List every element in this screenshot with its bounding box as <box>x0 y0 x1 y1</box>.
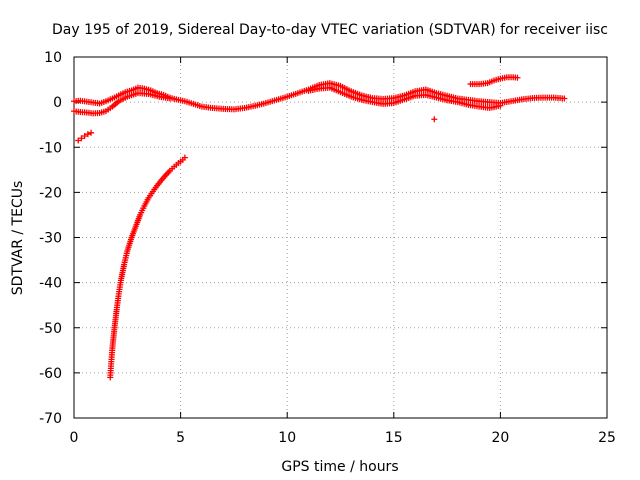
x-tick-label: 10 <box>278 430 296 446</box>
x-axis-label: GPS time / hours <box>281 459 398 475</box>
data-point-arc-short-early <box>81 132 88 139</box>
data-point-arc-short-early <box>78 135 85 142</box>
data-point-arc-late-high <box>514 74 521 81</box>
data-point-arc-steep-rise <box>181 154 188 161</box>
data-point-arc-short-early <box>88 129 95 136</box>
y-tick-label: 10 <box>44 50 62 66</box>
data-point-arc-short-early <box>84 131 91 138</box>
plot-frame <box>73 56 608 419</box>
y-tick-label: -60 <box>39 366 62 382</box>
data-point-arc-main-upper <box>561 95 568 102</box>
y-axis-label: SDTVAR / TECUs <box>10 181 26 296</box>
data-point-arc-main-lower <box>166 95 173 102</box>
y-tick-label: -50 <box>39 321 62 337</box>
x-tick-label: 0 <box>70 430 79 446</box>
y-tick-label: -10 <box>39 140 62 156</box>
y-tick-label: 0 <box>53 95 62 111</box>
axis-ticks <box>73 56 608 419</box>
y-tick-label: -30 <box>39 231 62 247</box>
y-tick-label: -40 <box>39 276 62 292</box>
x-tick-label: 5 <box>176 430 185 446</box>
y-tick-label: -70 <box>39 411 62 427</box>
x-tick-label: 25 <box>598 430 616 446</box>
data-point-arc-main-lower <box>497 102 504 109</box>
data-points <box>71 74 568 381</box>
data-point-arc-short-early <box>75 137 82 144</box>
x-tick-label: 15 <box>385 430 403 446</box>
x-tick-label: 20 <box>491 430 509 446</box>
data-point-isolated-point <box>431 116 438 123</box>
grid-lines <box>74 57 607 418</box>
chart-title: Day 195 of 2019, Sidereal Day-to-day VTE… <box>52 22 608 38</box>
y-tick-label: -20 <box>39 185 62 201</box>
tick-labels: 0 5 10 15 20 25 10 0 -10 -20 -30 -40 -50 -60 -70 <box>39 50 616 446</box>
